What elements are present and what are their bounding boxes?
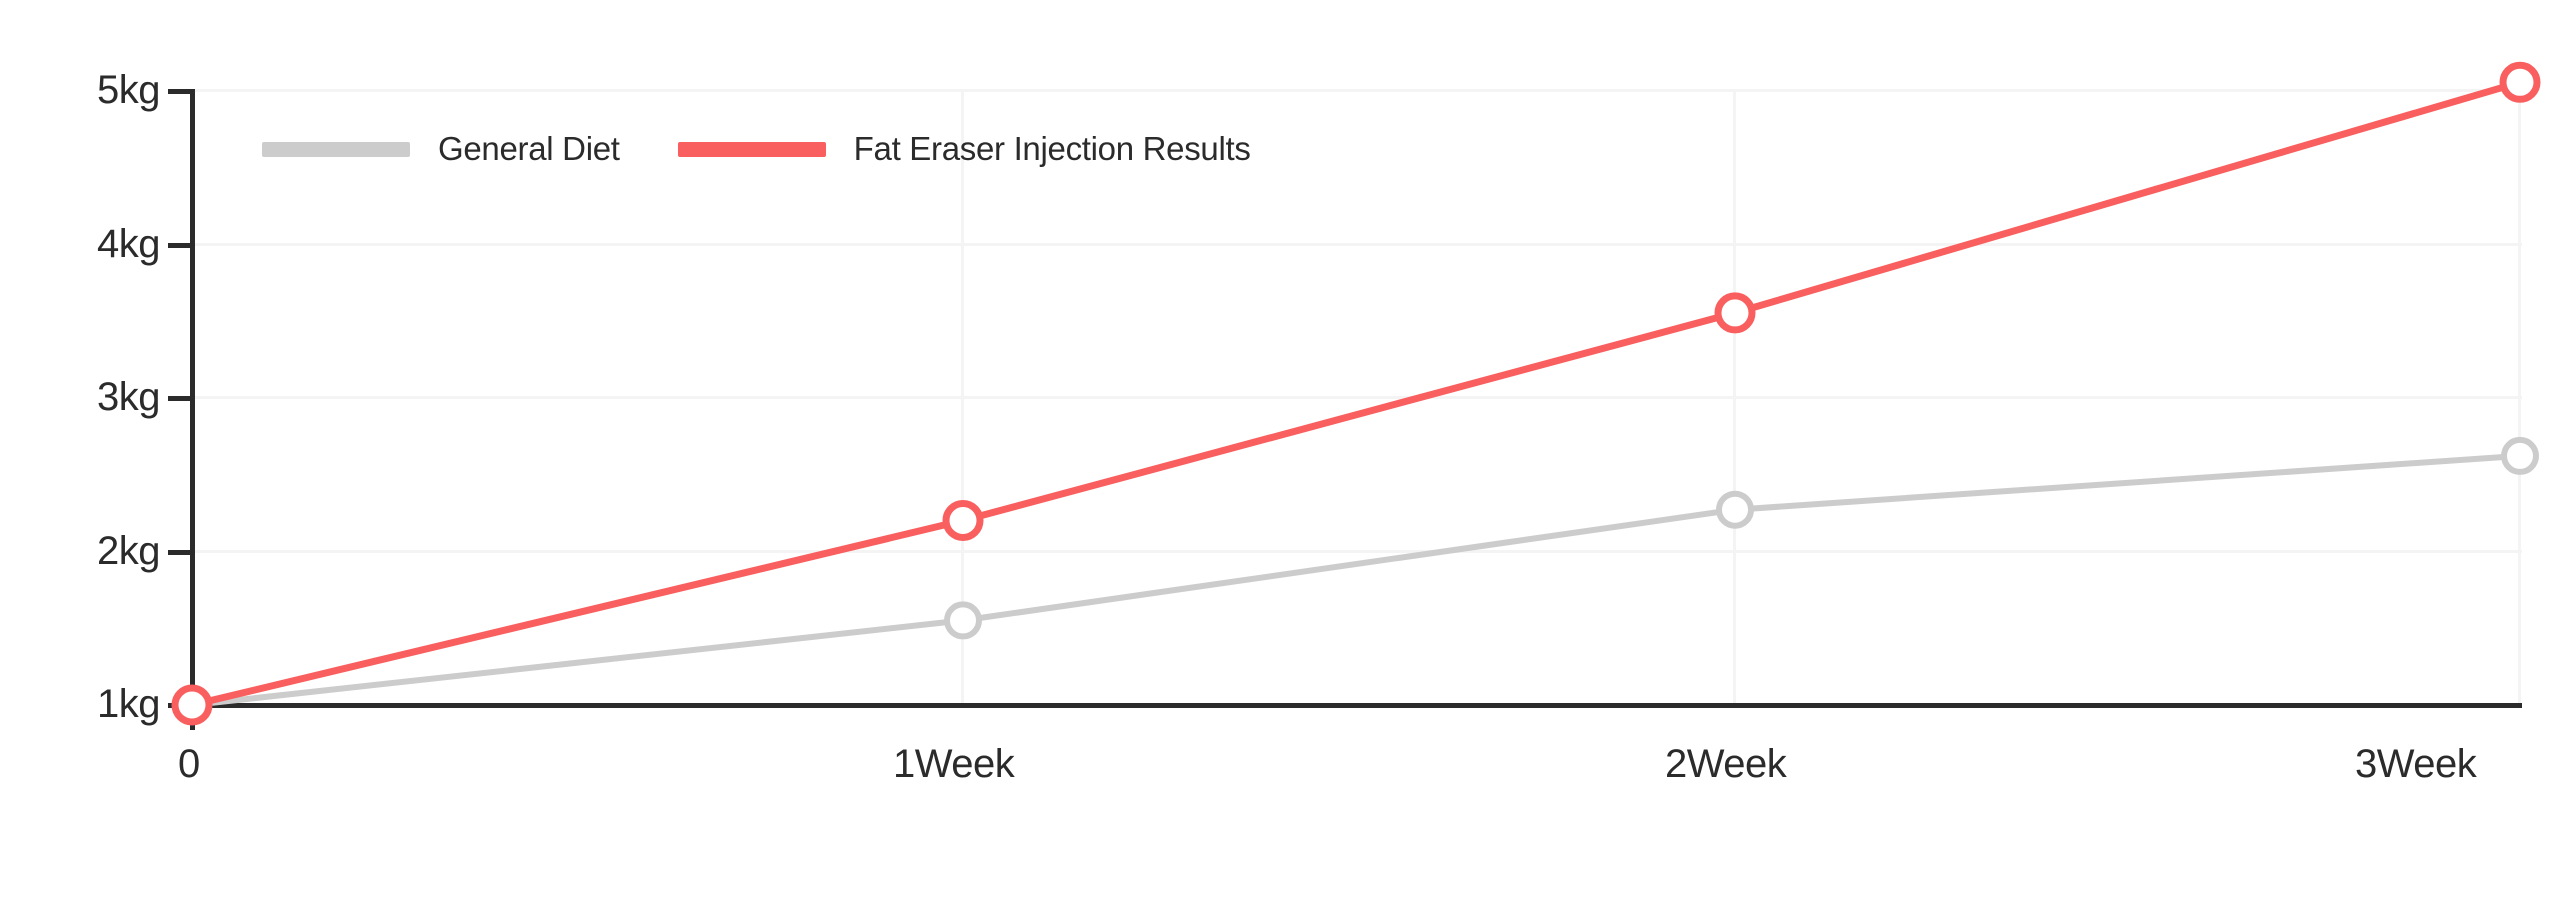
gridline-4kg: [192, 243, 2522, 246]
y-tick-4kg: [168, 243, 190, 248]
y-tick-3kg: [168, 396, 190, 401]
y-tick-5kg: [168, 89, 190, 94]
y-axis-label-1kg: 1kg: [97, 682, 161, 726]
y-axis-label-4kg: 4kg: [97, 222, 161, 266]
y-axis-label-2kg: 2kg: [97, 529, 161, 573]
legend-item-general-diet[interactable]: General Diet: [262, 130, 620, 168]
data-point-fat-eraser-1week: [942, 500, 984, 541]
legend-label-general-diet: General Diet: [438, 130, 620, 167]
y-axis-label-5kg: 5kg: [97, 68, 161, 112]
gridline-2kg: [192, 550, 2522, 553]
x-axis-label-2week: 2Week: [1665, 742, 1787, 786]
gridline-3week: [2518, 89, 2521, 707]
data-point-fat-eraser-3week: [2499, 61, 2541, 103]
gridline-2week: [1733, 89, 1736, 707]
data-point-general-diet-2week: [1716, 490, 1754, 529]
gridline-3kg: [192, 396, 2522, 399]
y-tick-2kg: [168, 550, 190, 555]
y-axis-label-3kg: 3kg: [97, 375, 161, 419]
data-point-fat-eraser-2week: [1714, 292, 1756, 334]
gridline-5kg: [192, 89, 2522, 92]
legend-swatch-fat-eraser: [677, 141, 826, 157]
chart-legend: General Diet Fat Eraser Injection Result…: [262, 130, 1251, 168]
x-axis-label-1week: 1Week: [893, 742, 1015, 786]
series-line-general-diet: [189, 452, 2523, 708]
data-point-general-diet-1week: [944, 601, 982, 640]
legend-label-fat-eraser: Fat Eraser Injection Results: [853, 130, 1251, 167]
data-point-fat-eraser-0: [171, 684, 213, 726]
legend-swatch-general-diet: [262, 141, 410, 157]
x-axis-label-0: 0: [178, 742, 200, 786]
legend-item-fat-eraser[interactable]: Fat Eraser Injection Results: [677, 130, 1251, 168]
series-line-fat-eraser: [188, 78, 2524, 709]
data-point-general-diet-3week: [2501, 436, 2539, 475]
x-axis-label-3week: 3Week: [2355, 742, 2477, 786]
gridline-1week: [961, 89, 964, 707]
x-axis-line: [190, 703, 2522, 708]
y-axis-line: [190, 89, 195, 709]
